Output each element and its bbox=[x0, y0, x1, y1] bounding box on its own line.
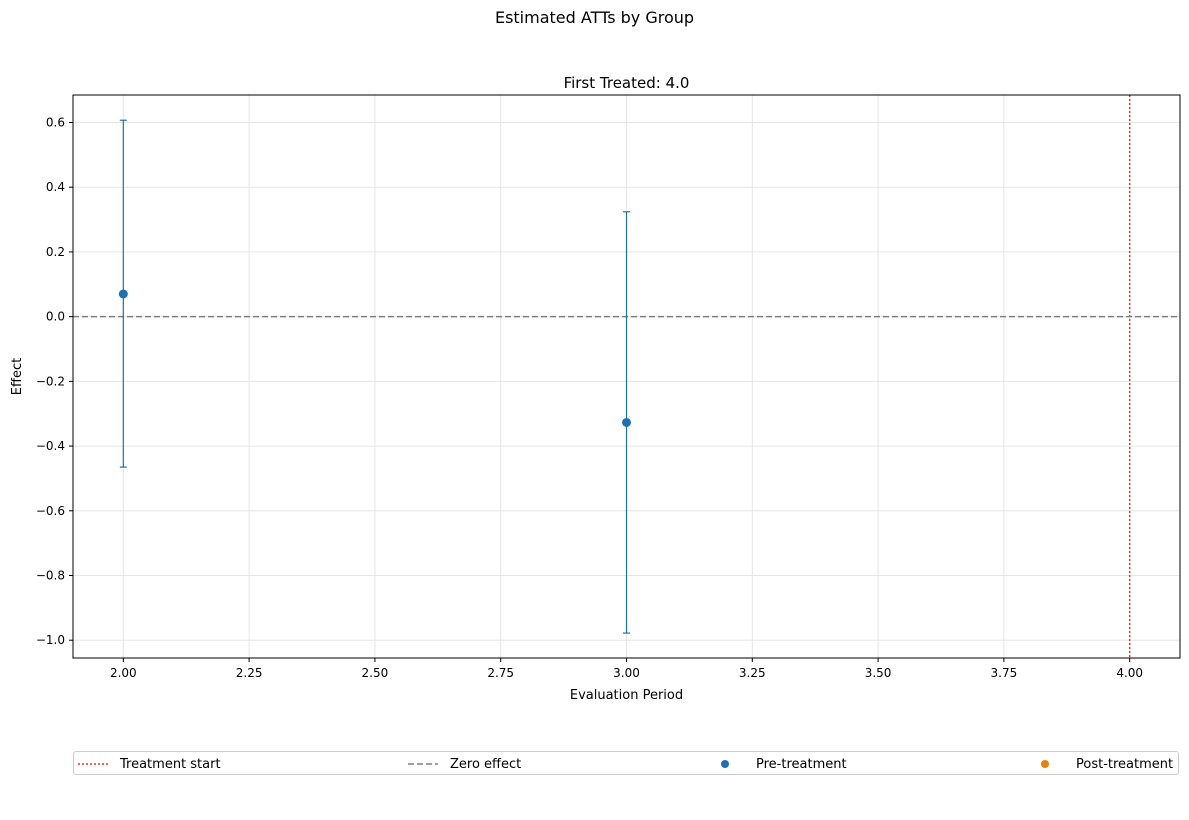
legend-label: Zero effect bbox=[450, 756, 522, 772]
data-points bbox=[118, 119, 631, 634]
data-point bbox=[622, 417, 631, 427]
legend-item-treatment-start: Treatment start bbox=[78, 755, 221, 773]
y-tick-label: −0.8 bbox=[36, 568, 65, 582]
y-tick-label: −0.6 bbox=[36, 504, 65, 518]
figure-suptitle: Estimated ATTs by Group bbox=[494, 8, 695, 27]
y-tick-label: 0.0 bbox=[46, 310, 65, 324]
x-tick-label: 2.50 bbox=[362, 666, 389, 680]
x-ticks: 2.00 2.25 2.50 2.75 3.00 3.25 3.50 3.75 4.00 bbox=[110, 658, 1143, 680]
x-tick-label: 4.00 bbox=[1116, 666, 1143, 680]
legend-item-pre-treatment: Pre-treatment bbox=[714, 755, 847, 773]
x-tick-label: 3.00 bbox=[613, 666, 640, 680]
legend-label: Treatment start bbox=[120, 756, 221, 772]
x-tick-label: 3.50 bbox=[865, 666, 892, 680]
legend: Treatment start Zero effect Pre-treatmen… bbox=[73, 751, 1179, 775]
y-tick-label: −1.0 bbox=[36, 633, 65, 647]
x-tick-label: 2.00 bbox=[110, 666, 137, 680]
x-tick-label: 2.75 bbox=[487, 666, 514, 680]
y-ticks: −1.0 −0.8 −0.6 −0.4 −0.2 0.0 0.2 0.4 0.6 bbox=[36, 116, 73, 647]
x-tick-label: 2.25 bbox=[236, 666, 263, 680]
x-tick-label: 3.75 bbox=[991, 666, 1018, 680]
y-tick-label: −0.4 bbox=[36, 439, 65, 453]
x-axis-label: Evaluation Period bbox=[570, 688, 683, 703]
legend-item-zero-effect: Zero effect bbox=[408, 755, 521, 773]
legend-item-post-treatment: Post-treatment bbox=[1034, 755, 1173, 773]
data-point bbox=[118, 289, 128, 299]
x-tick-label: 3.25 bbox=[739, 666, 766, 680]
legend-label: Pre-treatment bbox=[756, 756, 847, 772]
chart-title: First Treated: 4.0 bbox=[564, 74, 690, 92]
y-tick-label: 0.4 bbox=[46, 180, 65, 194]
dot-marker-icon bbox=[721, 760, 729, 768]
y-tick-label: 0.6 bbox=[46, 116, 65, 130]
dotted-line-icon bbox=[78, 763, 108, 765]
y-tick-label: −0.2 bbox=[36, 374, 65, 388]
y-axis-label: Effect bbox=[10, 358, 25, 395]
dot-marker-icon bbox=[1041, 760, 1049, 768]
y-tick-label: 0.2 bbox=[46, 245, 65, 259]
legend-label: Post-treatment bbox=[1076, 756, 1174, 772]
dashed-line-icon bbox=[408, 763, 438, 765]
